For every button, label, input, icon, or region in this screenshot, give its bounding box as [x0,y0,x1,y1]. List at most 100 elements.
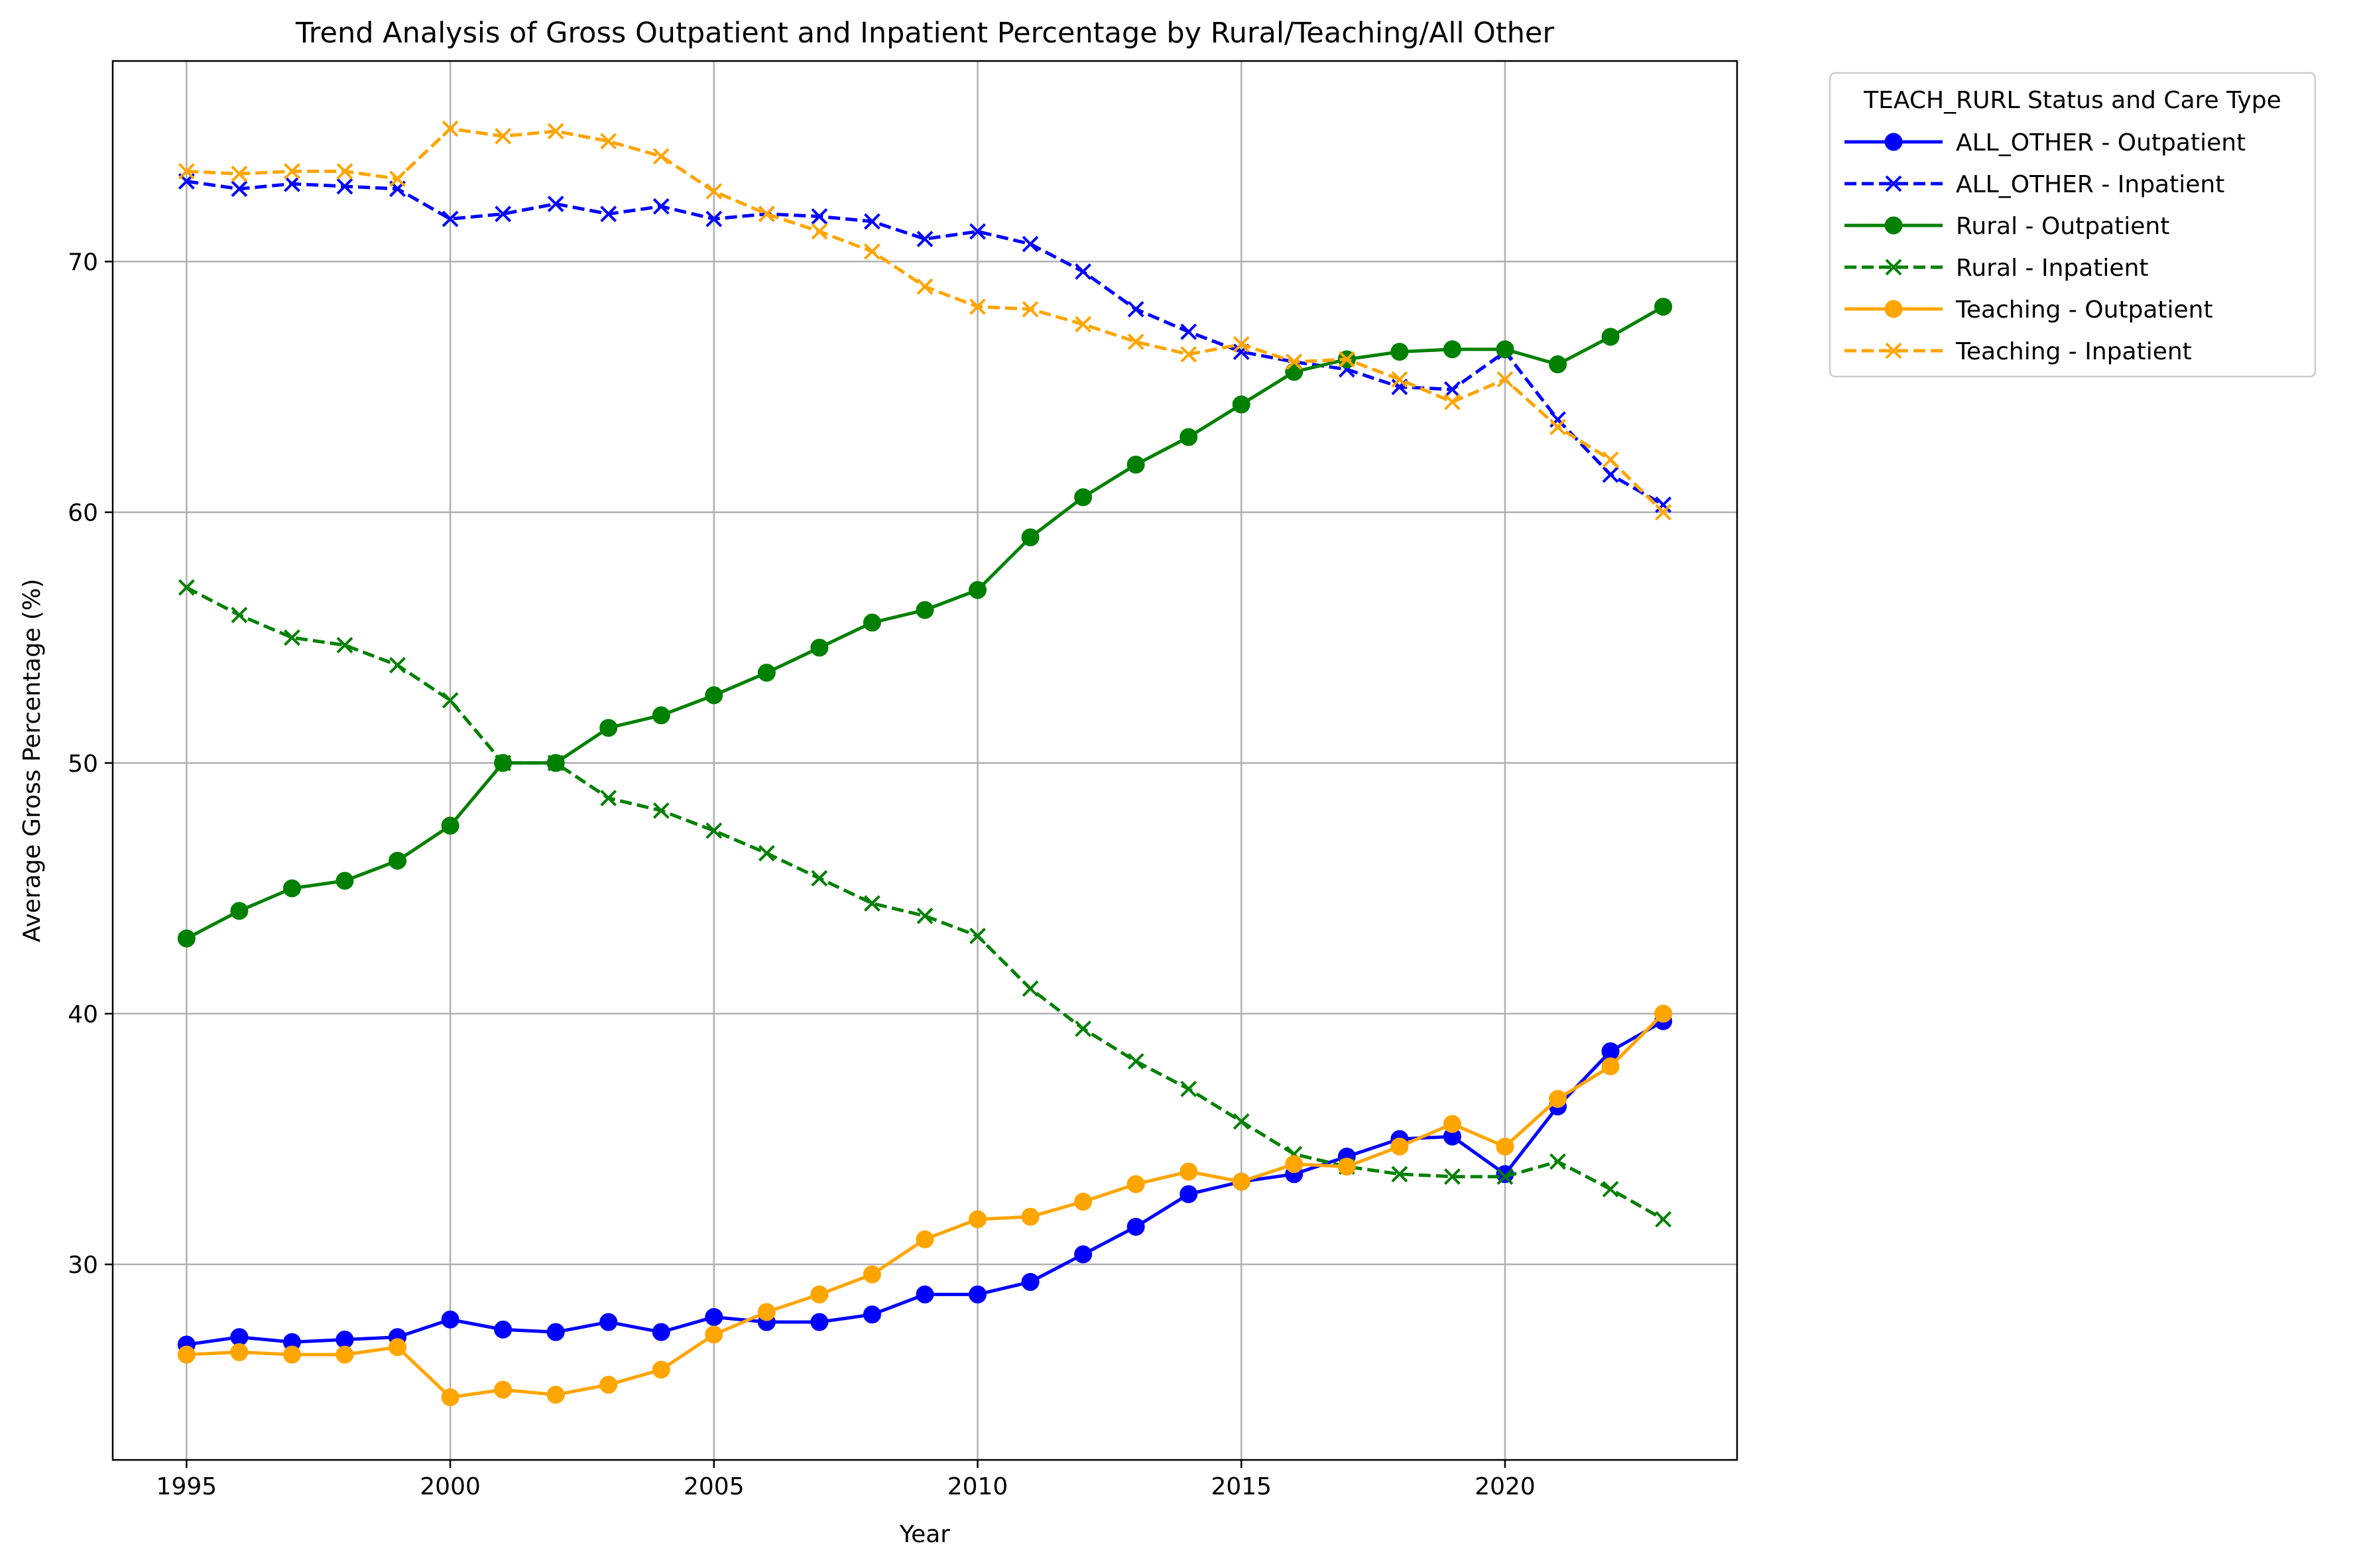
data-point [1391,371,1408,388]
data-point [1285,1155,1303,1174]
plot-area-frame [111,60,1738,1461]
data-point [705,822,723,839]
data-point [705,1325,723,1344]
legend-entry-teaching-outpatient: Teaching - Outpatient [1844,296,2213,324]
data-point [1391,1166,1408,1183]
data-point [1444,1168,1461,1185]
data-point [336,636,353,654]
legend: TEACH_RURL Status and Care Type ALL_OTHE… [1829,72,2317,378]
data-point [546,1386,565,1404]
legend-title: TEACH_RURL Status and Care Type [1863,87,2281,114]
data-point [335,872,354,890]
data-point [284,629,300,646]
data-point [1074,1245,1093,1264]
data-point [1602,466,1619,483]
data-point [810,1313,829,1331]
data-point [864,213,880,230]
data-point [282,1345,301,1364]
data-point [599,1313,618,1331]
data-point [1180,323,1197,340]
data-point [494,1380,513,1399]
legend-frame [1829,72,2317,378]
series-rural-inpatient [178,579,1672,1228]
legend-entry-rural-inpatient: Rural - Inpatient [1844,255,2149,282]
data-point [336,178,353,195]
data-point [547,123,564,140]
y-tick-label: 30 [68,1252,98,1279]
data-point [1022,235,1039,253]
data-point [1232,1172,1250,1191]
data-point [230,902,249,920]
x-axis-label: Year [899,1521,950,1548]
y-tick-label: 70 [68,249,98,276]
legend-entry-rural-outpatient: Rural - Outpatient [1844,213,2169,240]
x-tick-label: 2020 [1475,1473,1536,1500]
data-point [758,845,775,862]
series-layer [177,120,1673,1406]
data-point [1286,353,1303,371]
data-point [810,1285,829,1303]
data-point [916,1230,934,1248]
data-point [1074,1193,1093,1211]
data-point [389,656,406,674]
x-tick-label: 2010 [947,1473,1008,1500]
data-point [1127,300,1144,318]
data-point [389,851,407,870]
data-point [1601,328,1620,346]
data-point [1126,1175,1145,1193]
data-point [1075,263,1092,280]
data-point [547,754,564,772]
y-tick-label: 50 [68,751,98,778]
data-point [1885,342,1902,359]
data-point [916,1285,934,1303]
data-point [442,120,459,137]
data-point [495,128,512,145]
data-point [1337,1158,1356,1176]
data-point [231,180,248,198]
data-point [969,1210,987,1229]
data-point [230,1328,249,1347]
x-tick-label: 2005 [684,1473,745,1500]
data-point [1180,346,1197,363]
data-point [335,1345,354,1364]
data-point [1654,298,1673,316]
data-point [1021,1207,1040,1226]
data-point [1549,1089,1567,1108]
data-point [284,175,300,192]
data-point [442,692,459,709]
data-point [1075,1020,1092,1038]
legend-label: Teaching - Outpatient [1955,296,2213,324]
data-point [494,1320,513,1339]
data-point [1021,528,1040,546]
data-point [810,638,829,657]
data-point [282,879,301,898]
data-point [600,133,617,150]
data-point [652,706,670,725]
data-point [1496,371,1514,388]
data-point [652,1323,670,1341]
x-tick-label: 2000 [420,1473,481,1500]
data-point [1127,333,1144,350]
data-point [863,613,881,632]
data-point [1021,1273,1040,1292]
data-point [1444,381,1461,398]
data-point [705,210,723,227]
data-point [863,1265,881,1284]
data-point [1233,335,1250,353]
data-point [1232,395,1250,414]
data-point [705,686,723,705]
data-point [1885,259,1902,276]
data-point [705,183,723,200]
series-line [186,180,1664,507]
data-point [1233,1113,1250,1130]
legend-entry-all-other-outpatient: ALL_OTHER - Outpatient [1844,129,2246,156]
y-tick-label: 60 [68,500,98,527]
data-point [1126,455,1145,474]
data-point [1022,300,1039,318]
data-point [864,895,880,912]
y-axis-label: Average Gross Percentage (%) [19,579,46,942]
data-point [442,210,459,227]
data-point [1179,428,1198,446]
data-point [1602,1181,1619,1198]
